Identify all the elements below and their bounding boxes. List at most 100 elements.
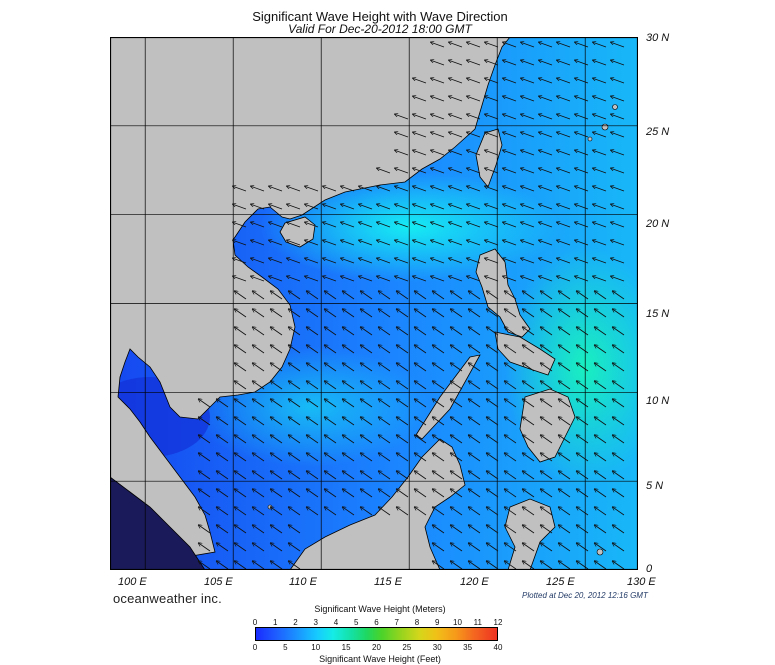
wave-arrow [361, 471, 373, 480]
wave-arrow [613, 327, 625, 336]
wave-arrow [541, 309, 553, 318]
wave-arrow [343, 291, 355, 300]
wave-arrow [505, 507, 517, 516]
wave-arrow [307, 399, 319, 408]
wave-arrow [595, 399, 607, 408]
wave-arrow [307, 327, 319, 336]
wave-arrow [253, 543, 265, 552]
wave-arrow [611, 78, 625, 84]
wave-arrow [595, 543, 607, 552]
wave-arrow [217, 489, 229, 498]
wave-arrow [577, 543, 589, 552]
wave-arrow [541, 435, 553, 444]
wave-arrow [593, 42, 607, 48]
wave-arrow [575, 276, 589, 282]
wave-arrow [361, 489, 373, 498]
wave-arrow [577, 381, 589, 390]
wave-arrow [431, 42, 445, 48]
wave-arrow [271, 417, 283, 426]
wave-arrow [415, 345, 427, 354]
wave-arrow [521, 258, 535, 264]
wave-arrow [485, 96, 499, 102]
wave-arrow [485, 240, 499, 246]
wave-arrow [487, 453, 499, 462]
wave-arrow [503, 96, 517, 102]
wave-arrow [377, 186, 391, 192]
wave-arrow [415, 489, 427, 498]
wave-arrow [413, 222, 427, 228]
wave-arrow [323, 204, 337, 210]
wave-arrow [557, 96, 571, 102]
wave-arrow [253, 507, 265, 516]
wave-arrow [577, 309, 589, 318]
wave-arrow [377, 276, 391, 282]
wave-arrow [415, 507, 427, 516]
wave-arrow [431, 186, 445, 192]
wave-arrow [289, 327, 301, 336]
wave-arrow [449, 132, 463, 138]
wave-arrow [379, 507, 391, 516]
wave-arrow [595, 435, 607, 444]
wave-arrow [433, 417, 445, 426]
land-island [587, 136, 593, 142]
wave-arrow [467, 132, 481, 138]
wave-arrow [325, 327, 337, 336]
wave-arrow [613, 309, 625, 318]
wave-arrow [361, 345, 373, 354]
wave-arrow [253, 417, 265, 426]
wave-arrow [521, 132, 535, 138]
wave-arrow [217, 507, 229, 516]
wave-arrow [577, 417, 589, 426]
wave-arrow [199, 435, 211, 444]
wave-arrow [559, 327, 571, 336]
wave-arrow [469, 525, 481, 534]
wave-arrow [505, 489, 517, 498]
wave-arrow [379, 417, 391, 426]
wave-arrow [503, 186, 517, 192]
wave-arrow [559, 471, 571, 480]
wave-arrow [271, 453, 283, 462]
wave-arrow [199, 543, 211, 552]
wave-arrow [613, 435, 625, 444]
wave-arrow [449, 42, 463, 48]
wave-arrow [307, 363, 319, 372]
wave-arrow [505, 525, 517, 534]
wave-arrow [199, 453, 211, 462]
legend-feet-tick: 40 [493, 643, 503, 652]
wave-arrow [199, 399, 211, 408]
wave-arrow [559, 435, 571, 444]
wave-arrow [523, 291, 535, 300]
legend-feet-tick: 5 [283, 643, 288, 652]
legend-feet-tick: 25 [402, 643, 412, 652]
wave-arrow [415, 381, 427, 390]
legend-meter-tick: 12 [493, 618, 503, 627]
wave-arrow [433, 489, 445, 498]
wave-arrow [485, 258, 499, 264]
wave-arrow [613, 363, 625, 372]
wave-arrow [395, 240, 409, 246]
wave-arrow [577, 327, 589, 336]
wave-arrow [287, 222, 301, 228]
wave-arrow [503, 60, 517, 66]
wave-arrow [343, 453, 355, 462]
wave-arrow [485, 276, 499, 282]
wave-arrow [575, 96, 589, 102]
wave-arrow [451, 309, 463, 318]
wave-arrow [343, 471, 355, 480]
wave-arrow [343, 507, 355, 516]
wave-arrow [433, 381, 445, 390]
wave-arrow [523, 309, 535, 318]
wave-arrow [449, 78, 463, 84]
wave-arrow [379, 291, 391, 300]
wave-arrow [539, 204, 553, 210]
wave-arrow [521, 114, 535, 120]
wave-arrow [307, 507, 319, 516]
wave-arrow [595, 525, 607, 534]
map-title: Significant Wave Height with Wave Direct… [252, 9, 508, 24]
legend-meter-tick: 3 [313, 618, 318, 627]
wave-arrow [559, 561, 571, 570]
wave-arrow [379, 399, 391, 408]
wave-arrow [305, 204, 319, 210]
lat-lon-grid [110, 37, 638, 570]
wave-arrow [235, 507, 247, 516]
